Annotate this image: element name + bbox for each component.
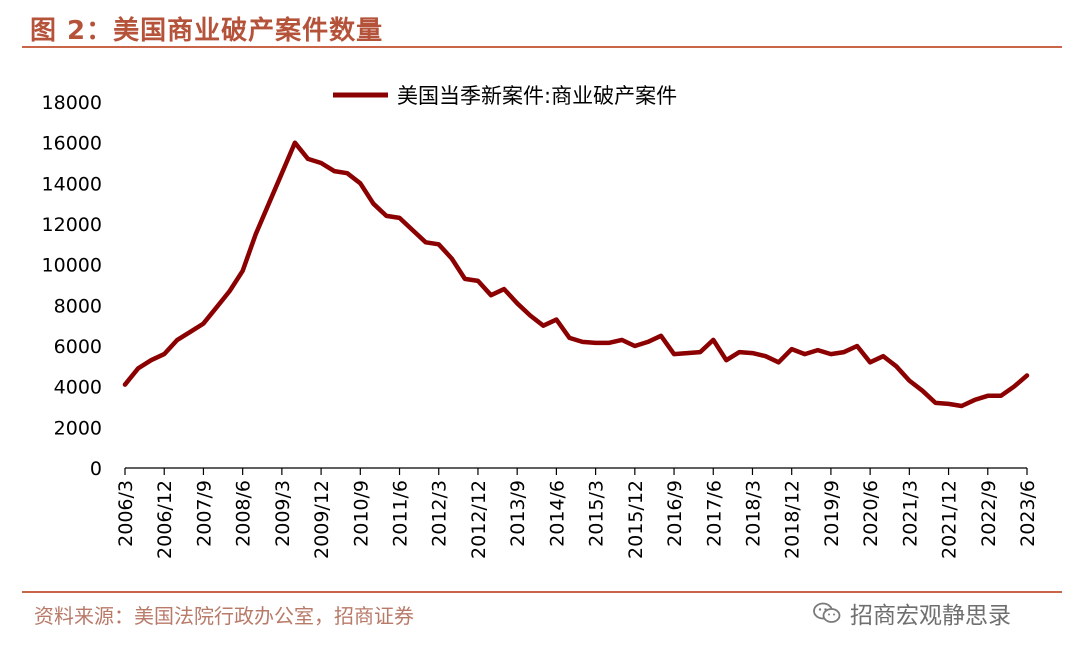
- x-tick-label: 2019/9: [821, 480, 843, 547]
- y-tick-label: 8000: [54, 295, 102, 317]
- x-tick-label: 2015/3: [586, 480, 608, 547]
- series-line: [122, 140, 1030, 409]
- x-tick-label: 2015/12: [625, 480, 647, 559]
- x-tick-label: 2006/12: [154, 480, 176, 559]
- legend-label: 美国当季新案件:商业破产案件: [397, 84, 677, 108]
- x-tick-label: 2012/12: [468, 480, 490, 559]
- watermark-text: 招商宏观静思录: [850, 603, 1011, 629]
- x-tick-label: 2014/6: [546, 480, 568, 547]
- top-divider: [22, 46, 1062, 48]
- x-tick-label: 2012/3: [429, 480, 451, 547]
- watermark: 招商宏观静思录: [812, 596, 1011, 630]
- x-tick-label: 2017/6: [703, 480, 725, 547]
- y-tick-label: 18000: [42, 92, 102, 114]
- y-tick-label: 14000: [42, 173, 102, 195]
- x-tick-label: 2013/9: [507, 480, 529, 547]
- y-tick-label: 0: [90, 458, 102, 480]
- x-tick-label: 2021/3: [899, 480, 921, 547]
- y-tick-label: 16000: [42, 133, 102, 155]
- x-tick-label: 2011/6: [390, 480, 412, 547]
- x-tick-label: 2010/9: [350, 480, 372, 547]
- x-tick-label: 2018/3: [742, 480, 764, 547]
- series-group: [122, 140, 1030, 409]
- x-tick-label: 2020/6: [860, 480, 882, 547]
- x-tick-label: 2009/3: [272, 480, 294, 547]
- y-tick-label: 4000: [54, 377, 102, 399]
- y-tick-label: 2000: [54, 417, 102, 439]
- x-tick-label: 2007/9: [193, 480, 215, 547]
- y-axis: 0 2000 4000 6000 8000 10000 12000 14000 16000 180…: [42, 92, 102, 480]
- x-tick-label: 2021/12: [939, 480, 961, 559]
- y-tick-label: 10000: [42, 255, 102, 277]
- figure-title: 图 2：美国商业破产案件数量: [30, 16, 384, 46]
- x-tick-label: 2006/3: [115, 480, 137, 547]
- x-tick-label: 2016/9: [664, 480, 686, 547]
- legend: 美国当季新案件:商业破产案件: [333, 84, 677, 108]
- y-tick-label: 6000: [54, 336, 102, 358]
- x-tick-label: 2023/6: [1017, 480, 1039, 547]
- x-axis: 2006/3 2006/12 2007/9 2008/6 2009/3 2009/12 20…: [115, 467, 1039, 559]
- y-tick-label: 12000: [42, 214, 102, 236]
- x-tick-label: 2022/9: [978, 480, 1000, 547]
- source-note: 资料来源：美国法院行政办公室，招商证券: [34, 604, 414, 628]
- line-chart: 0 2000 4000 6000 8000 10000 12000 14000 16000 180…: [42, 84, 1039, 559]
- bottom-divider: [22, 591, 1062, 593]
- x-tick-label: 2018/12: [782, 480, 804, 559]
- wechat-icon: [813, 602, 841, 623]
- x-tick-label: 2009/12: [311, 480, 333, 559]
- x-tick-label: 2008/6: [233, 480, 255, 547]
